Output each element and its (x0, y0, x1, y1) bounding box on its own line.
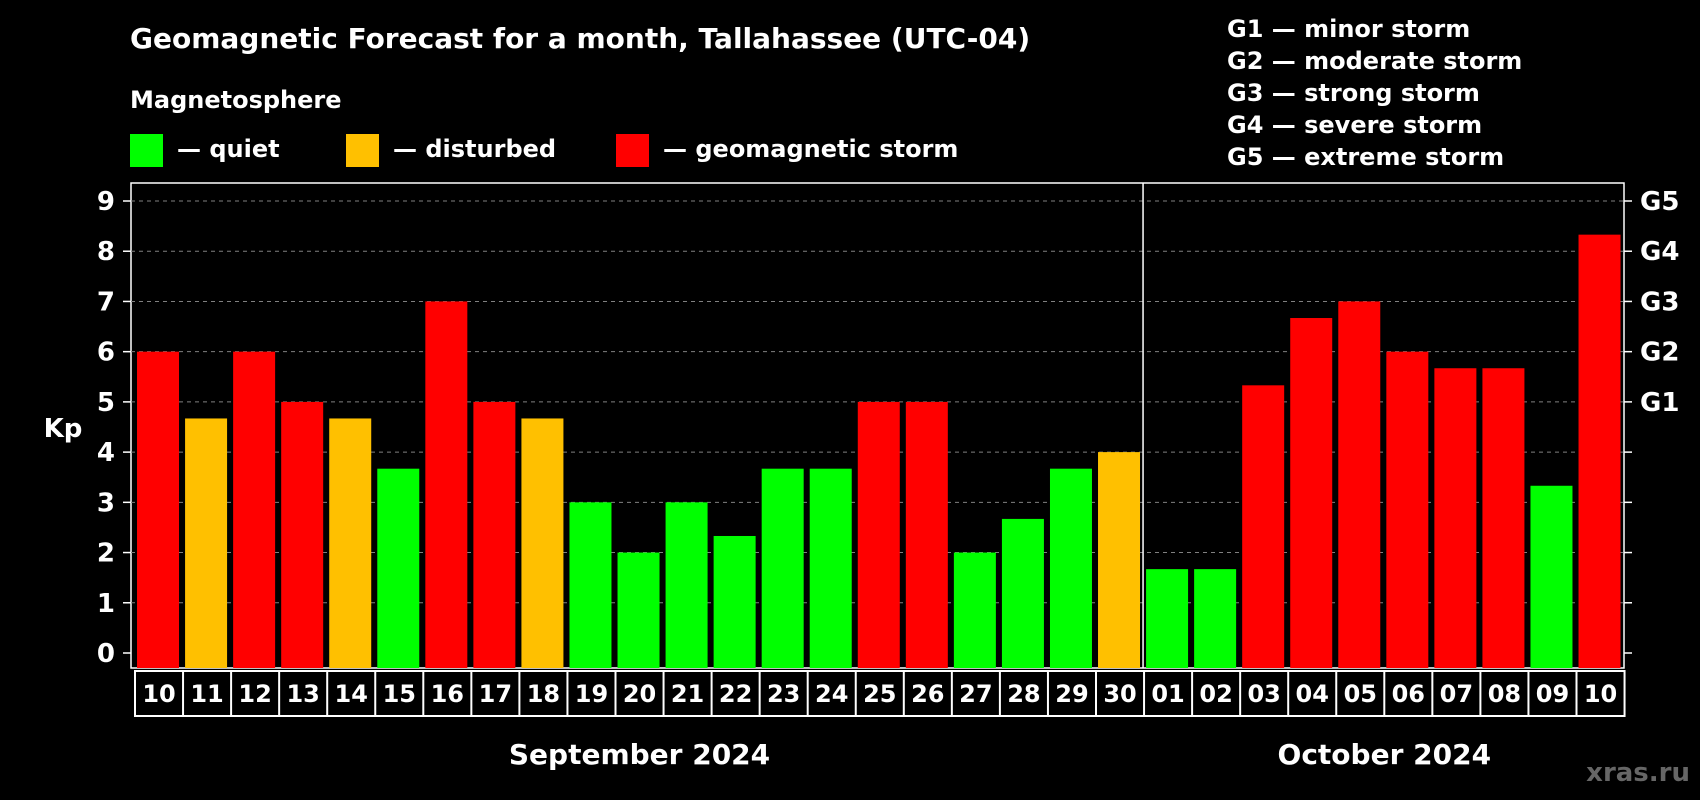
day-label: 15 (383, 680, 416, 708)
g-level-label: G1 (1640, 388, 1679, 418)
kp-bar (1098, 452, 1141, 668)
kp-bar (521, 418, 564, 668)
kp-bar (1001, 518, 1044, 668)
day-label: 30 (1103, 680, 1136, 708)
day-label: 09 (1536, 680, 1569, 708)
legend-label: — quiet (177, 135, 280, 163)
kp-bar (569, 502, 612, 668)
kp-bar (1194, 569, 1237, 668)
kp-bar (137, 351, 180, 668)
day-label: 01 (1151, 680, 1184, 708)
kp-bar (1386, 351, 1429, 668)
kp-bar (473, 401, 516, 668)
kp-bar (1530, 485, 1573, 668)
day-label: 16 (431, 680, 464, 708)
day-label: 21 (671, 680, 704, 708)
month-label: October 2024 (1278, 738, 1492, 771)
kp-bar (1049, 468, 1092, 668)
y-tick-label: 8 (97, 237, 115, 267)
kp-bar (281, 401, 324, 668)
storm-legend-item: G2 — moderate storm (1227, 47, 1522, 75)
y-tick-label: 2 (97, 539, 115, 569)
legend-swatch (346, 134, 379, 167)
y-tick-label: 3 (97, 488, 115, 518)
day-label: 05 (1344, 680, 1377, 708)
g-level-label: G4 (1640, 237, 1679, 267)
day-label: 25 (863, 680, 896, 708)
day-label: 26 (911, 680, 944, 708)
day-label: 02 (1199, 680, 1232, 708)
kp-bar (1290, 318, 1333, 668)
kp-bar (1242, 385, 1285, 668)
g-level-label: G2 (1640, 338, 1679, 368)
kp-bar (1578, 234, 1621, 668)
magnetosphere-legend: — quiet — disturbed — geomagnetic storm (130, 134, 958, 167)
kp-bar (761, 468, 804, 668)
kp-bar (617, 552, 660, 668)
day-label: 13 (286, 680, 319, 708)
day-label: 20 (623, 680, 656, 708)
day-label: 08 (1488, 680, 1521, 708)
day-label: 12 (238, 680, 271, 708)
kp-bar (185, 418, 228, 668)
day-label: 04 (1296, 680, 1329, 708)
legend-label: — geomagnetic storm (663, 135, 958, 163)
day-label: 10 (1584, 680, 1617, 708)
kp-bar (425, 301, 468, 668)
g-level-label: G3 (1640, 287, 1679, 317)
storm-legend-item: G3 — strong storm (1227, 79, 1480, 107)
day-label: 10 (142, 680, 175, 708)
storm-legend-item: G1 — minor storm (1227, 15, 1470, 43)
legend-heading: Magnetosphere (130, 86, 342, 114)
watermark: xras.ru (1586, 758, 1690, 788)
day-label: 17 (479, 680, 512, 708)
kp-bar (1146, 569, 1189, 668)
storm-legend-item: G4 — severe storm (1227, 111, 1482, 139)
day-label: 18 (527, 680, 560, 708)
kp-bar (857, 401, 900, 668)
day-label-row (134, 670, 1626, 717)
day-label: 03 (1247, 680, 1280, 708)
legend-swatch (616, 134, 649, 167)
day-label: 27 (959, 680, 992, 708)
y-tick-label: 7 (97, 287, 115, 317)
y-tick-label: 0 (97, 639, 115, 669)
y-tick-label: 5 (97, 388, 115, 418)
day-label: 23 (767, 680, 800, 708)
storm-legend-item: G5 — extreme storm (1227, 143, 1504, 171)
storm-level-legend: G1 — minor storm G2 — moderate storm G3 — … (1227, 15, 1522, 171)
day-label: 07 (1440, 680, 1473, 708)
y-tick-label: 4 (97, 438, 115, 468)
day-label: 11 (190, 680, 223, 708)
kp-bar (713, 535, 756, 668)
legend-swatch (130, 134, 163, 167)
y-axis-label: Kp (44, 414, 83, 444)
day-label: 24 (815, 680, 848, 708)
kp-bar (233, 351, 276, 668)
day-label: 19 (575, 680, 608, 708)
day-label: 06 (1392, 680, 1425, 708)
month-label: September 2024 (509, 738, 770, 771)
day-label: 29 (1055, 680, 1088, 708)
y-tick-label: 1 (97, 589, 115, 619)
kp-bar (665, 502, 708, 668)
chart-title: Geomagnetic Forecast for a month, Tallah… (130, 22, 1030, 55)
day-label: 28 (1007, 680, 1040, 708)
g-level-label: G5 (1640, 187, 1679, 217)
legend-label: — disturbed (393, 135, 556, 163)
kp-bar (809, 468, 852, 668)
y-tick-label: 9 (97, 187, 115, 217)
kp-bar (1434, 368, 1477, 668)
kp-bar (1338, 301, 1381, 668)
y-tick-label: 6 (97, 338, 115, 368)
kp-bar (953, 552, 996, 668)
kp-bar (329, 418, 372, 668)
day-label: 14 (335, 680, 368, 708)
kp-bar (905, 401, 948, 668)
kp-bar (377, 468, 420, 668)
kp-bar (1482, 368, 1525, 668)
day-label: 22 (719, 680, 752, 708)
